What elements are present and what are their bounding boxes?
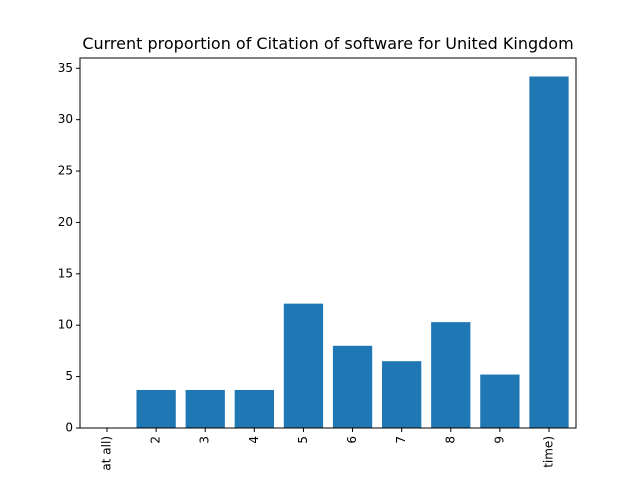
bar-5 (332, 345, 373, 428)
x-tick-label-6: 7 (394, 436, 408, 444)
bar-9 (529, 76, 569, 428)
x-tick-label-5: 6 (345, 436, 359, 444)
bar-8 (480, 374, 520, 428)
x-tick-label-0: at all) (100, 436, 114, 471)
y-tick-label-1: 5 (65, 369, 73, 383)
bar-1 (136, 389, 176, 428)
y-tick-label-2: 10 (58, 318, 73, 332)
x-axis: at all) 2 3 4 5 6 7 8 9 time) (100, 428, 555, 471)
x-tick-label-7: 8 (443, 436, 457, 444)
y-tick-label-6: 30 (58, 112, 73, 126)
y-tick-label-4: 20 (58, 215, 73, 229)
x-tick-label-4: 5 (296, 436, 310, 444)
plot-frame (79, 57, 577, 429)
chart-title: Current proportion of Citation of softwa… (82, 34, 573, 53)
x-tick-label-2: 3 (198, 436, 212, 444)
x-tick-label-8: 9 (492, 436, 506, 444)
x-tick-label-3: 4 (247, 436, 261, 444)
bars-group (136, 76, 569, 428)
bar-3 (234, 389, 274, 428)
bar-2 (185, 389, 225, 428)
x-tick-label-1: 2 (149, 436, 163, 444)
y-tick-label-5: 25 (58, 164, 73, 178)
y-tick-label-0: 0 (65, 421, 73, 435)
y-axis: 0 5 10 15 20 25 30 35 (58, 61, 80, 435)
bar-7 (431, 322, 471, 428)
bar-4 (283, 303, 324, 428)
bar-6 (382, 361, 422, 428)
y-tick-label-3: 15 (58, 266, 73, 280)
x-tick-label-9: time) (541, 436, 555, 468)
y-tick-label-7: 35 (58, 61, 73, 75)
